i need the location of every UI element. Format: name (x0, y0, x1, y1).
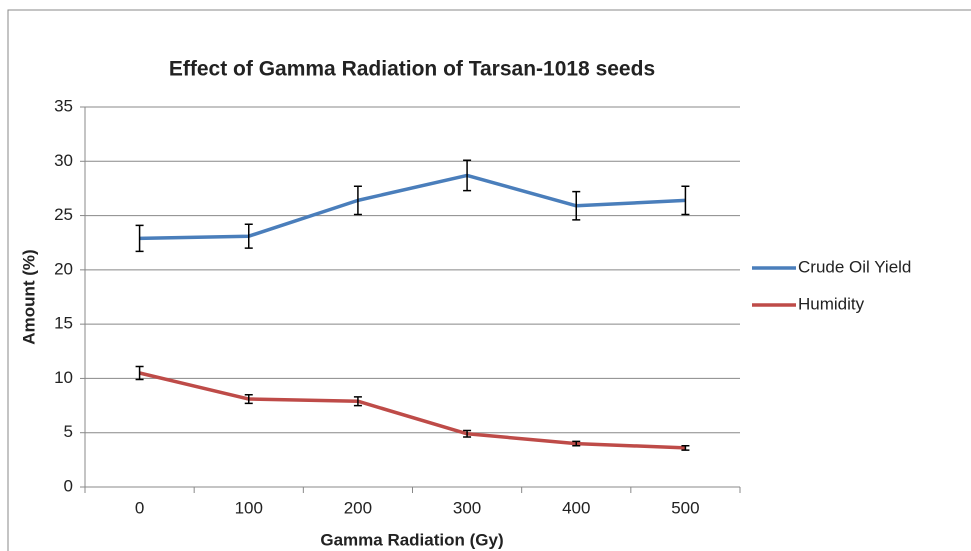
y-tick-label: 5 (64, 422, 73, 441)
x-tick-label: 500 (671, 498, 699, 517)
y-tick-label: 35 (54, 96, 73, 115)
legend-label: Crude Oil Yield (798, 257, 911, 276)
chart-frame (7, 9, 971, 551)
error-bar (463, 429, 472, 438)
error-bar (244, 393, 253, 405)
chart-title: Effect of Gamma Radiation of Tarsan-1018… (169, 58, 655, 81)
error-bar (353, 396, 362, 407)
x-tick-label: 0 (135, 498, 144, 517)
error-bar (135, 224, 144, 253)
y-tick-label: 0 (64, 476, 73, 495)
x-axis-label: Gamma Radiation (Gy) (320, 530, 503, 549)
series-line (139, 371, 686, 450)
error-bar (244, 223, 253, 249)
y-tick-label: 10 (54, 368, 73, 387)
y-tick-label: 25 (54, 205, 73, 224)
x-tick-label: 100 (235, 498, 263, 517)
x-tick-label: 200 (344, 498, 372, 517)
series-line (139, 173, 686, 241)
error-bar (463, 159, 472, 192)
error-bar (353, 185, 362, 216)
error-bar (681, 444, 690, 451)
x-tick-label: 300 (453, 498, 481, 517)
y-axis-label: Amount (%) (19, 249, 38, 344)
error-bar (572, 190, 581, 221)
error-bar (135, 365, 144, 381)
legend-label: Humidity (798, 294, 865, 313)
error-bar (572, 440, 581, 447)
y-tick-label: 30 (54, 151, 73, 170)
y-tick-label: 20 (54, 259, 73, 278)
error-bar (681, 185, 690, 216)
x-tick-label: 400 (562, 498, 590, 517)
y-tick-label: 15 (54, 314, 73, 333)
